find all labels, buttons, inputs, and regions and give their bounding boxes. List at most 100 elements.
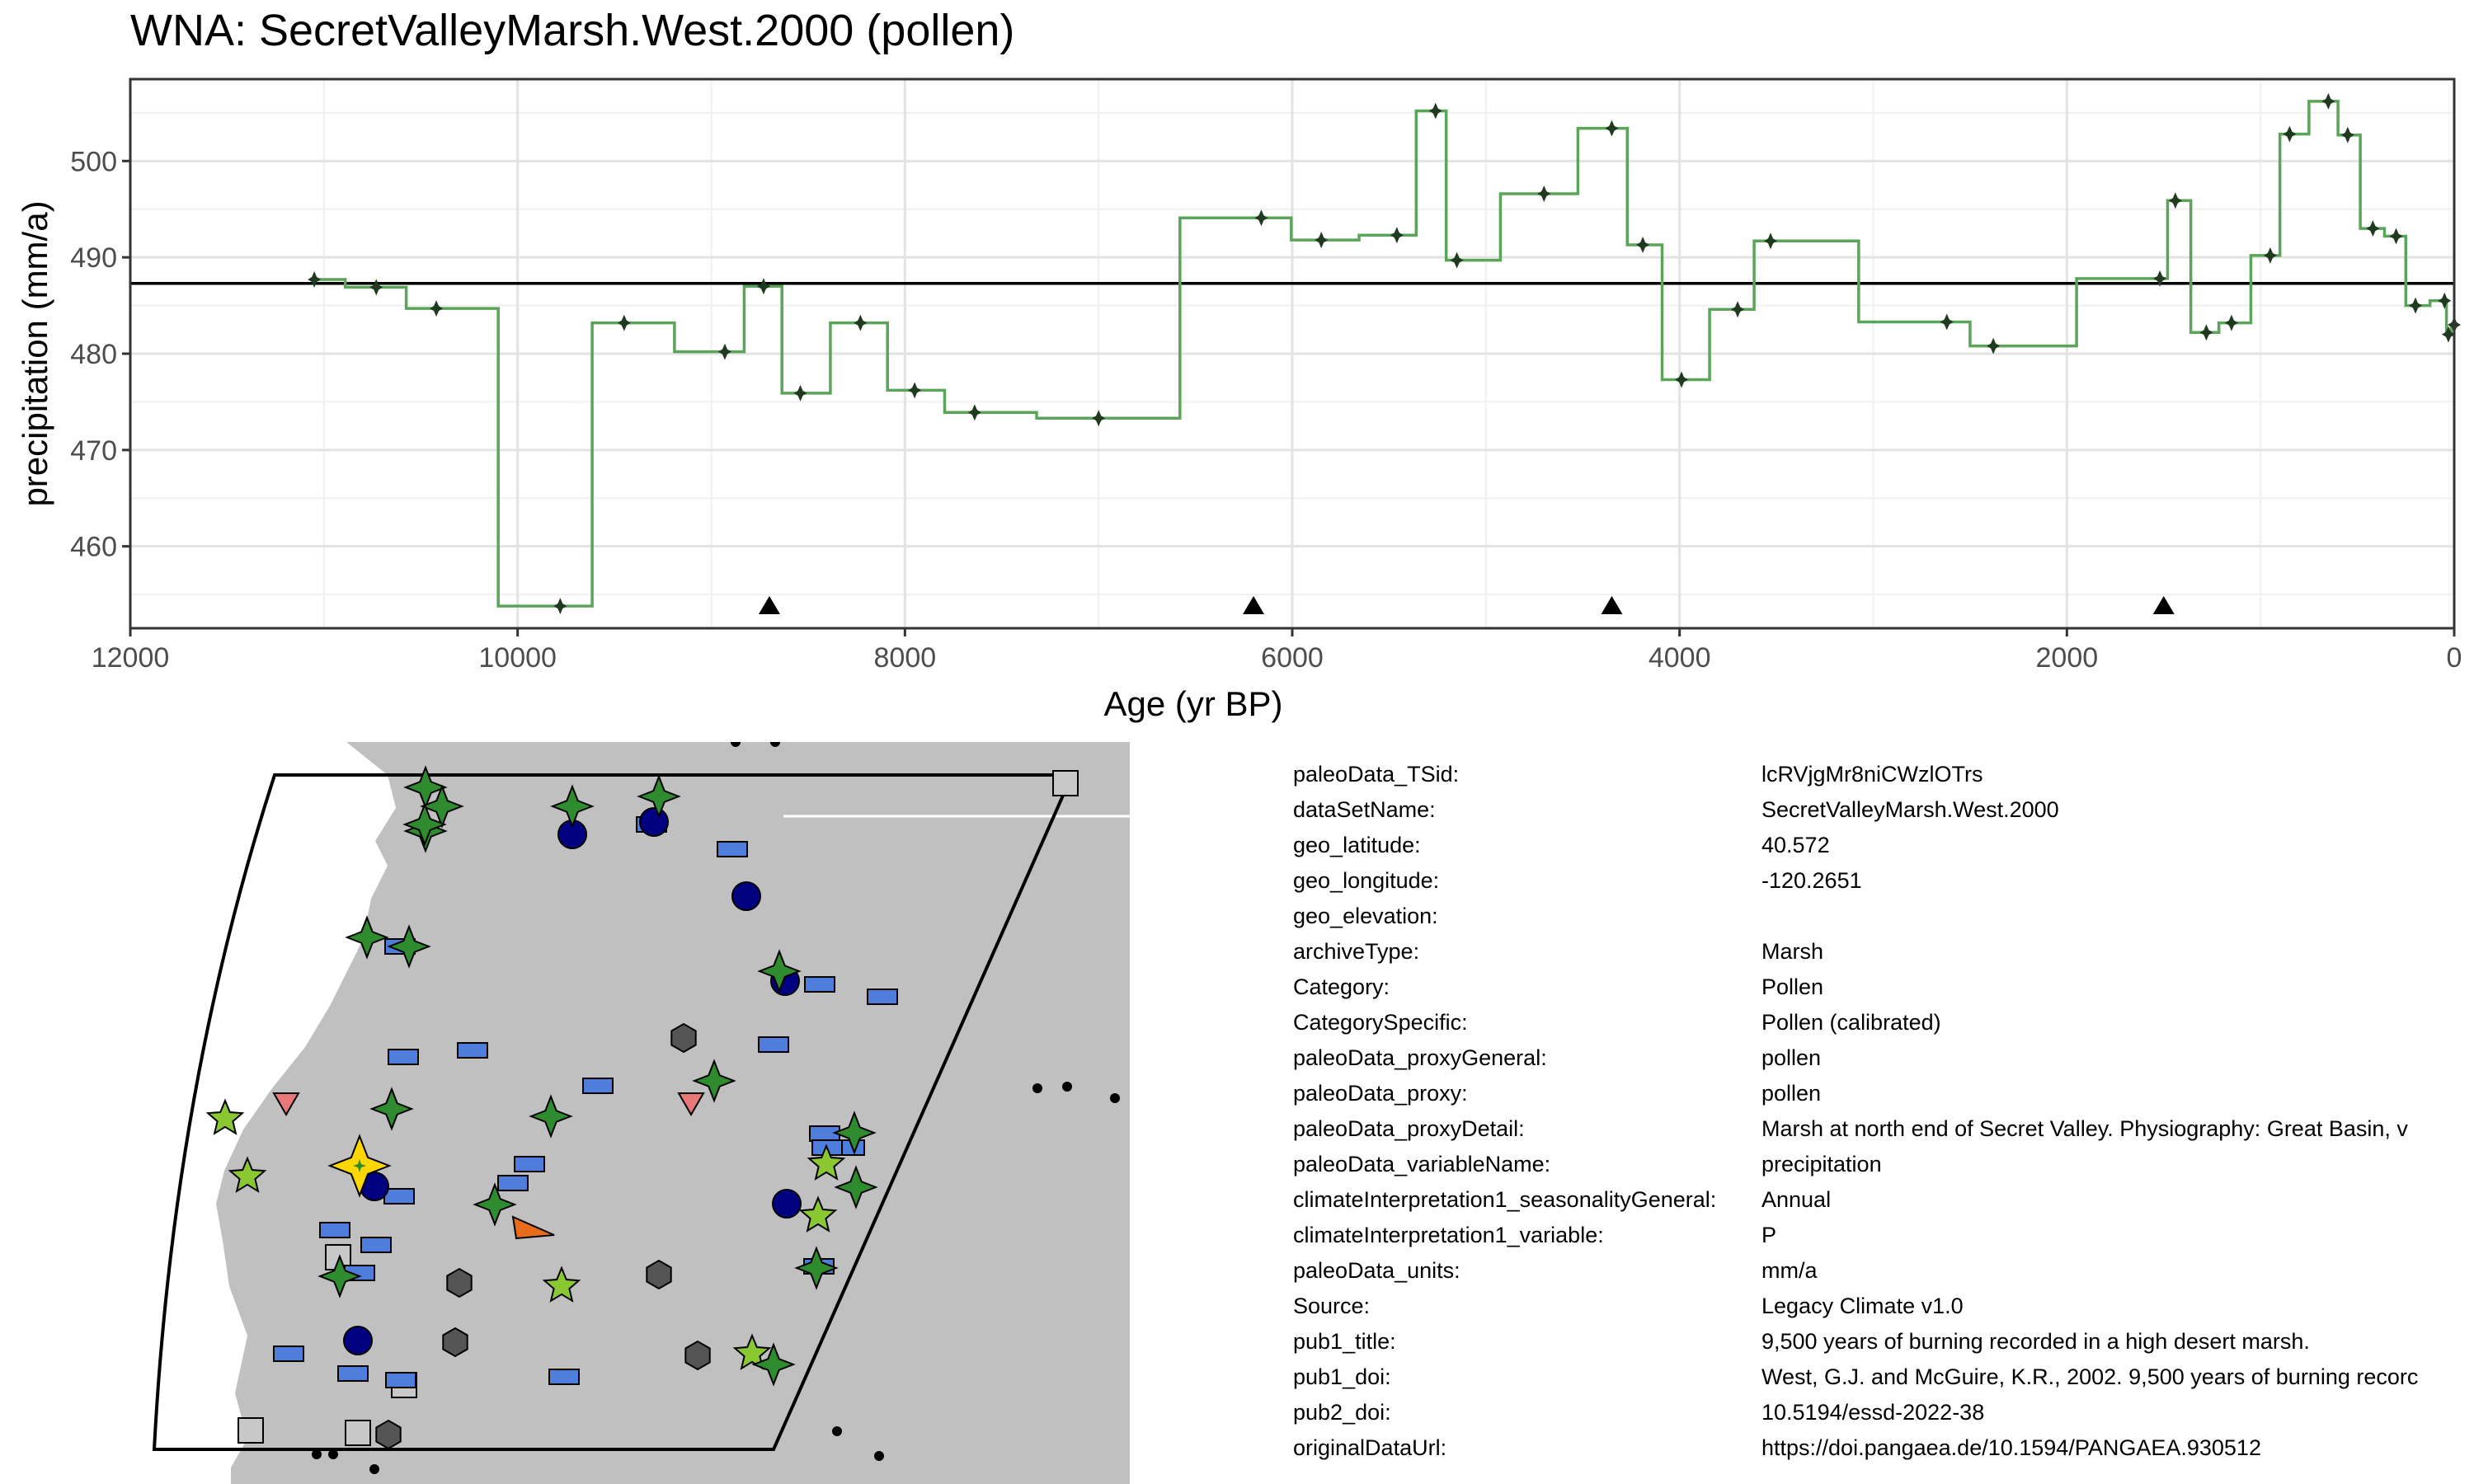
- site-star-marker: [751, 1342, 796, 1387]
- metadata-row: dataSetName: SecretValleyMarsh.West.2000: [1293, 797, 2474, 833]
- y-tick-label: 460: [70, 532, 117, 563]
- y-axis-title: precipitation (mm/a): [16, 200, 54, 506]
- metadata-value: 10.5194/essd-2022-38: [1761, 1400, 1985, 1425]
- site-rect-marker: [457, 1042, 488, 1059]
- triangle-marker: [758, 596, 780, 614]
- metadata-key: paleoData_proxyGeneral:: [1293, 1045, 1547, 1070]
- x-tick-label: 2000: [2036, 642, 2099, 674]
- site-star-marker: [832, 1111, 877, 1155]
- metadata-value: mm/a: [1761, 1258, 1818, 1283]
- metadata-row: CategorySpecific: Pollen (calibrated): [1293, 1010, 2474, 1045]
- metadata-value: Pollen (calibrated): [1761, 1010, 1941, 1035]
- data-point: [2438, 292, 2452, 309]
- site-dot-marker: [1032, 1083, 1042, 1093]
- site-dot-marker: [369, 1464, 379, 1474]
- data-point: [2283, 125, 2297, 143]
- site-circle-marker: [343, 1326, 373, 1355]
- site-star5-marker: [798, 1195, 838, 1233]
- data-point: [2321, 92, 2335, 110]
- data-point: [1450, 251, 1464, 269]
- data-point: [1605, 120, 1619, 137]
- data-point: [967, 404, 981, 421]
- site-rect-marker: [385, 1372, 416, 1388]
- site-star-marker: [757, 949, 802, 993]
- data-point: [2441, 326, 2455, 343]
- x-tick-label: 0: [2447, 642, 2462, 674]
- metadata-value: Pollen: [1761, 974, 1824, 999]
- site-star-marker: [345, 915, 389, 960]
- site-rect-marker: [337, 1365, 369, 1382]
- site-rect-marker: [717, 841, 748, 857]
- metadata-row: geo_longitude: -120.2651: [1293, 868, 2474, 904]
- metadata-row: Category: Pollen: [1293, 974, 2474, 1010]
- time-series-chart: 12000 10000 8000 6000 4000 2000 0 460 470 480 490 5…: [16, 77, 2462, 723]
- metadata-value: P: [1761, 1223, 1777, 1247]
- site-star-marker: [529, 1094, 573, 1139]
- data-point: [2389, 228, 2403, 245]
- data-point: [1731, 301, 1745, 318]
- metadata-value: Legacy Climate v1.0: [1761, 1294, 1964, 1318]
- data-point: [2409, 297, 2423, 314]
- x-tick-label: 6000: [1261, 642, 1324, 674]
- metadata-row: paleoData_proxyDetail: Marsh at north end…: [1293, 1116, 2474, 1152]
- site-hexagon-marker: [684, 1340, 711, 1371]
- metadata-key: Source:: [1293, 1294, 1371, 1318]
- metadata-row: paleoData_variableName: precipitation: [1293, 1152, 2474, 1187]
- site-dot-marker: [312, 1449, 322, 1459]
- metadata-key: pub1_doi:: [1293, 1364, 1391, 1389]
- metadata-key: geo_longitude:: [1293, 868, 1440, 893]
- data-point: [2263, 247, 2277, 264]
- metadata-row: pub1_doi: West, G.J. and McGuire, K.R., 2…: [1293, 1364, 2474, 1400]
- site-star-marker: [369, 1087, 414, 1131]
- site-star-marker: [637, 774, 681, 819]
- site-rect-marker: [548, 1369, 580, 1385]
- metadata-row: originalDataUrl: https://doi.pangaea.de/1…: [1293, 1435, 2474, 1471]
- triangle-marker: [2152, 596, 2175, 614]
- site-star5-marker: [807, 1144, 846, 1181]
- data-point: [756, 278, 770, 295]
- metadata-key: CategorySpecific:: [1293, 1010, 1468, 1035]
- data-point: [617, 314, 631, 331]
- site-hexagon-marker: [442, 1327, 468, 1358]
- x-tick-label: 8000: [874, 642, 937, 674]
- site-star5-marker: [732, 1333, 772, 1370]
- site-triangle-marker: [677, 1092, 705, 1117]
- site-star-marker: [692, 1059, 736, 1103]
- site-hexagon-marker: [670, 1022, 697, 1054]
- site-rect-marker: [383, 1188, 415, 1205]
- y-tick-label: 480: [70, 339, 117, 370]
- chart-title: WNA: SecretValleyMarsh.West.2000 (pollen…: [130, 6, 1015, 55]
- site-dot-marker: [832, 1426, 842, 1436]
- site-star-marker: [794, 1246, 839, 1290]
- site-square-marker: [238, 1417, 264, 1444]
- site-star5-marker: [205, 1098, 245, 1135]
- site-rect-marker: [514, 1156, 545, 1172]
- site-rect-marker: [758, 1036, 789, 1053]
- metadata-key: archiveType:: [1293, 939, 1420, 964]
- metadata-value: Marsh at north end of Secret Valley. Phy…: [1761, 1116, 2408, 1141]
- metadata-row: paleoData_TSid: lcRVjgMr8niCWzlOTrs: [1293, 762, 2474, 797]
- site-circle-marker: [772, 1189, 802, 1219]
- site-dot-marker: [328, 1449, 338, 1459]
- metadata-value: 9,500 years of burning recorded in a hig…: [1761, 1329, 2310, 1354]
- data-point: [308, 271, 322, 289]
- x-tick-label: 4000: [1649, 642, 1711, 674]
- metadata-key: climateInterpretation1_seasonalityGenera…: [1293, 1187, 1717, 1212]
- site-star-marker: [317, 1254, 362, 1298]
- metadata-value: https://doi.pangaea.de/10.1594/PANGAEA.9…: [1761, 1435, 2261, 1460]
- data-point: [2224, 314, 2238, 331]
- metadata-row: paleoData_proxyGeneral: pollen: [1293, 1045, 2474, 1081]
- data-point: [2340, 126, 2354, 143]
- data-point: [1315, 232, 1329, 249]
- data-point: [2153, 270, 2167, 287]
- land-area: [216, 742, 1130, 1484]
- data-point: [1254, 209, 1268, 227]
- site-circle-marker: [731, 881, 761, 911]
- triangle-marker: [1601, 596, 1623, 614]
- metadata-key: paleoData_TSid:: [1293, 762, 1460, 787]
- metadata-row: pub1_title: 9,500 years of burning record…: [1293, 1329, 2474, 1364]
- data-point: [2366, 220, 2380, 237]
- data-point: [854, 314, 868, 331]
- metadata-value: Annual: [1761, 1187, 1832, 1212]
- data-point: [908, 382, 922, 399]
